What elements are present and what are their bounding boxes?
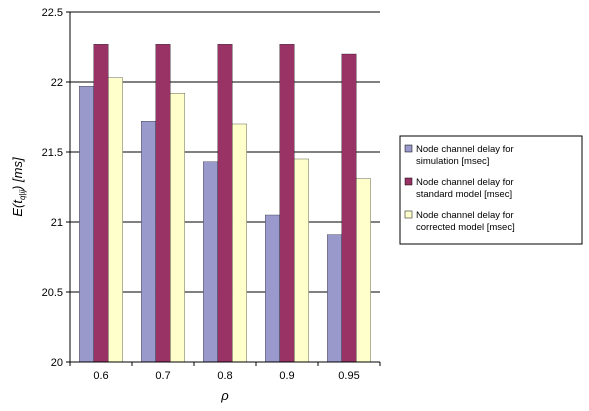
y-tick-label: 21 [51, 217, 63, 229]
legend-label: Node channel delay for corrected model [m… [416, 210, 515, 233]
y-tick-labels: 20 20.5 21 21.5 22 22.5 [42, 7, 63, 369]
bar [232, 123, 247, 363]
bar [279, 44, 295, 363]
y-tick-label: 22.5 [42, 7, 63, 19]
x-tick-label: 0.9 [279, 370, 294, 382]
legend-label: Node channel delay for simulation [msec] [416, 144, 514, 167]
legend-box [399, 135, 583, 245]
legend: Node channel delay for simulation [msec] N… [399, 135, 583, 245]
y-axis-title-main: E(t [10, 199, 25, 217]
x-tick-label: 0.8 [217, 370, 232, 382]
x-tick-label: 0.6 [93, 370, 108, 382]
bar [108, 77, 123, 363]
bar [356, 178, 371, 363]
bar [327, 234, 342, 363]
axes [66, 11, 381, 366]
legend-label: Node channel delay for standard model [ms… [416, 177, 514, 200]
y-axis-title-subscript: q|ij [18, 190, 27, 200]
bar [155, 44, 171, 363]
y-axis-title: E(tq|ij) [ms] [10, 157, 27, 217]
x-tick-label: 0.7 [155, 370, 170, 382]
bars [79, 44, 371, 363]
legend-swatch [404, 144, 413, 153]
bar [141, 121, 156, 363]
y-tick-label: 20.5 [42, 287, 63, 299]
y-tick-label: 20 [51, 357, 63, 369]
bar [170, 93, 185, 363]
bar [294, 158, 309, 363]
bar [93, 44, 109, 363]
legend-swatch [404, 177, 413, 186]
y-axis-title-tail: ) [ms] [10, 157, 25, 192]
bar [79, 86, 94, 363]
bar [341, 53, 357, 363]
bar [217, 44, 233, 363]
x-tick-labels: 0.6 0.7 0.8 0.9 0.95 [93, 370, 359, 382]
x-tick-label: 0.95 [338, 370, 359, 382]
legend-swatch [404, 210, 413, 219]
bar [265, 214, 280, 363]
x-axis-title: ρ [220, 388, 229, 403]
y-tick-label: 21.5 [42, 147, 63, 159]
bar [203, 161, 218, 363]
y-tick-label: 22 [51, 77, 63, 89]
